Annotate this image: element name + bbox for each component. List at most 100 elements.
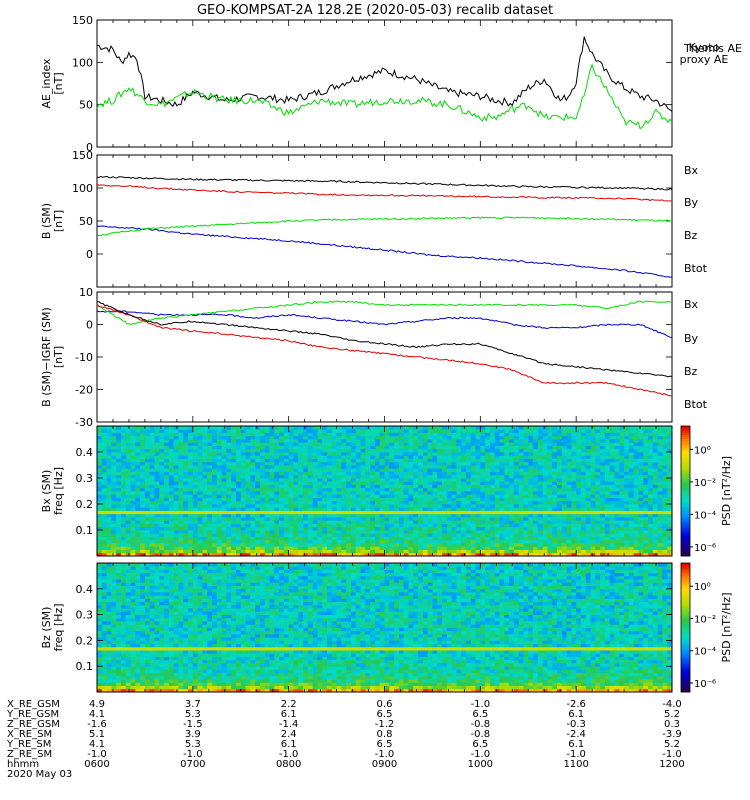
heatmap-cell — [250, 526, 256, 531]
heatmap-cell — [250, 442, 256, 446]
heatmap-cell — [120, 481, 127, 485]
heatmap-cell — [461, 500, 467, 505]
heatmap-cell — [125, 533, 131, 537]
heatmap-cell — [576, 429, 582, 433]
heatmap-cell — [523, 448, 529, 453]
heatmap-cell — [384, 526, 390, 531]
heatmap-cell — [317, 523, 323, 528]
heatmap-cell — [317, 429, 323, 433]
heatmap-cell — [183, 471, 189, 476]
heatmap-cell — [149, 461, 155, 466]
heatmap-cell — [504, 513, 510, 518]
heatmap-cell — [604, 481, 611, 485]
heatmap-cell — [600, 468, 606, 472]
heatmap-cell — [336, 517, 342, 521]
heatmap-cell — [504, 461, 510, 466]
heatmap-cell — [652, 504, 659, 508]
heatmap-cell — [442, 523, 448, 528]
heatmap-cell — [609, 445, 615, 450]
heatmap-cell — [557, 442, 563, 446]
heatmap-cell — [350, 491, 357, 495]
heatmap-cell — [547, 552, 553, 557]
heatmap-cell — [336, 533, 342, 537]
heatmap-cell — [212, 435, 218, 440]
heatmap-cell — [619, 500, 625, 505]
heatmap-cell — [595, 481, 601, 485]
heatmap-cell — [604, 543, 611, 547]
heatmap-cell — [513, 432, 520, 437]
heatmap-cell — [235, 481, 242, 485]
heatmap-cell — [580, 504, 587, 508]
heatmap-cell — [283, 500, 290, 505]
heatmap-cell — [652, 543, 659, 547]
heatmap-cell — [116, 471, 122, 476]
heatmap-cell — [120, 432, 127, 437]
heatmap-cell — [336, 442, 342, 446]
heatmap-cell — [374, 543, 381, 547]
heatmap-cell — [269, 494, 275, 498]
heatmap-cell — [470, 487, 476, 492]
heatmap-cell — [595, 432, 601, 437]
heatmap-cell — [125, 543, 131, 547]
heatmap-cell — [178, 481, 184, 485]
heatmap-cell — [245, 510, 251, 515]
heatmap-cell — [259, 530, 266, 534]
heatmap-cell — [513, 429, 520, 433]
heatmap-cell — [173, 513, 179, 518]
heatmap-cell — [451, 455, 457, 459]
heatmap-cell — [537, 487, 544, 492]
heatmap-cell — [619, 474, 625, 479]
heatmap-cell — [624, 452, 630, 456]
heatmap-cell — [648, 474, 654, 479]
heatmap-cell — [537, 504, 544, 508]
heatmap-cell — [120, 523, 127, 528]
heatmap-cell — [504, 526, 510, 531]
heatmap-cell — [197, 533, 203, 537]
heatmap-cell — [336, 484, 342, 489]
heatmap-cell — [207, 504, 213, 508]
heatmap-cell — [159, 432, 165, 437]
y-tick-label: 100 — [72, 182, 93, 195]
heatmap-cell — [537, 442, 544, 446]
heatmap-cell — [427, 504, 433, 508]
heatmap-cell — [432, 520, 438, 524]
heatmap-cell — [489, 517, 496, 521]
heatmap-cell — [173, 517, 179, 521]
heatmap-cell — [465, 458, 472, 463]
heatmap-cell — [336, 461, 342, 466]
heatmap-cell — [633, 478, 639, 482]
heatmap-cell — [389, 504, 395, 508]
heatmap-cell — [221, 452, 227, 456]
heatmap-cell — [413, 455, 419, 459]
heatmap-cell — [437, 546, 443, 550]
heatmap-cell — [298, 439, 304, 443]
heatmap-cell — [322, 429, 328, 433]
heatmap-cell — [188, 526, 194, 531]
heatmap-cell — [331, 526, 337, 531]
panel-frame-2 — [96, 291, 673, 423]
heatmap-cell — [403, 494, 409, 498]
heatmap-cell — [355, 549, 361, 554]
heatmap-cell — [197, 494, 203, 498]
heatmap-cell — [135, 458, 141, 463]
heatmap-cell — [250, 452, 256, 456]
heatmap-cell — [504, 523, 510, 528]
heatmap-cell — [470, 478, 476, 482]
heatmap-cell — [240, 465, 246, 469]
heatmap-cell — [264, 497, 270, 502]
heatmap-cell — [350, 507, 357, 511]
heatmap-cell — [499, 543, 505, 547]
heatmap-cell — [355, 543, 361, 547]
heatmap-cell — [542, 500, 548, 505]
heatmap-cell — [140, 510, 146, 515]
heatmap-cell — [499, 494, 505, 498]
heatmap-cell — [279, 478, 285, 482]
heatmap-cell — [279, 536, 285, 541]
heatmap-cell — [202, 455, 208, 459]
heatmap-cell — [283, 478, 290, 482]
heatmap-cell — [130, 448, 136, 453]
heatmap-cell — [125, 497, 131, 502]
heatmap-cell — [111, 484, 117, 489]
heatmap-cell — [413, 539, 419, 544]
heatmap-cell — [552, 549, 558, 554]
